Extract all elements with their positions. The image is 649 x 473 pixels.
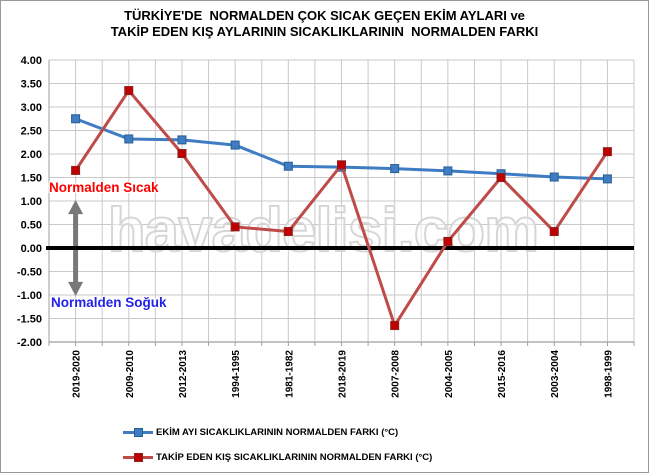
legend-item-october: EKİM AYI SICAKLIKLARININ NORMALDEN FARKI… — [123, 420, 432, 445]
y-axis-tick-label: -1.50 — [17, 314, 42, 326]
y-axis-tick-label: 0.00 — [21, 243, 42, 255]
data-point-marker — [177, 149, 187, 159]
data-point-marker — [283, 161, 293, 171]
x-axis-category-label: 2003-2004 — [550, 350, 561, 398]
x-axis-category-label: 1998-1999 — [603, 350, 614, 398]
x-axis-category-label: 1981-1982 — [284, 350, 295, 398]
chart-series-layer — [46, 86, 634, 331]
x-axis-category-label: 2007-2008 — [391, 350, 402, 398]
gridlines-and-axes: -2.00 -1.50 -1.00 -0.50 0.00 0.50 1.00 1.50 2.00… — [17, 55, 635, 398]
data-point-marker — [390, 164, 400, 174]
y-axis-tick-label: 2.50 — [21, 126, 42, 138]
y-axis-tick-label: 2.00 — [21, 149, 42, 161]
legend: EKİM AYI SICAKLIKLARININ NORMALDEN FARKI… — [123, 420, 432, 470]
data-point-marker — [177, 135, 187, 145]
x-axis-category-label: 2012-2013 — [178, 350, 189, 398]
legend-marker-october-icon — [123, 428, 153, 437]
y-axis-tick-label: 3.00 — [21, 102, 42, 114]
data-point-marker — [443, 166, 453, 176]
x-axis-category-label: 2009-2010 — [125, 350, 136, 398]
chart-title: TÜRKİYE'DE NORMALDEN ÇOK SICAK GEÇEN EKİ… — [1, 8, 648, 40]
data-point-marker — [549, 172, 559, 182]
x-axis-category-label: 2018-2019 — [338, 350, 349, 398]
y-axis-tick-label: 3.50 — [21, 79, 42, 91]
y-axis-tick-label: -0.50 — [17, 267, 42, 279]
x-axis-category-label: 2015-2016 — [497, 350, 508, 398]
legend-label-october: EKİM AYI SICAKLIKLARININ NORMALDEN FARKI… — [156, 427, 399, 438]
legend-item-winter: TAKİP EDEN KIŞ SICAKLIKLARININ NORMALDEN… — [123, 445, 432, 470]
data-point-marker — [390, 321, 400, 331]
data-point-marker — [71, 114, 81, 124]
data-point-marker — [602, 174, 612, 184]
annotation-below-normal: Normalden Soğuk — [51, 295, 167, 310]
data-point-marker — [602, 147, 612, 157]
data-point-marker — [124, 86, 134, 96]
data-point-marker — [283, 227, 293, 237]
y-axis-tick-label: 1.00 — [21, 196, 42, 208]
data-point-marker — [496, 173, 506, 182]
data-point-marker — [443, 236, 453, 246]
data-point-marker — [71, 165, 81, 175]
x-axis-category-label: 1994-1995 — [231, 350, 242, 398]
data-point-marker — [230, 140, 240, 150]
x-axis-category-label: 2019-2020 — [72, 350, 83, 398]
annotation-above-normal: Normalden Sıcak — [49, 180, 159, 195]
series-winter — [71, 86, 612, 331]
y-axis-tick-label: 4.00 — [21, 55, 42, 67]
legend-label-winter: TAKİP EDEN KIŞ SICAKLIKLARININ NORMALDEN… — [156, 452, 433, 463]
data-point-marker — [337, 160, 346, 170]
y-axis-tick-label: 1.50 — [21, 173, 42, 185]
y-axis-tick-label: -1.00 — [17, 290, 42, 302]
chart-title-line1: TÜRKİYE'DE NORMALDEN ÇOK SICAK GEÇEN EKİ… — [124, 8, 525, 23]
watermark-text: havadelisi.com — [108, 196, 539, 265]
y-axis-tick-label: 0.50 — [21, 220, 42, 232]
chart-title-line2: TAKİP EDEN KIŞ AYLARININ SICAKLIKLARININ… — [110, 24, 539, 39]
legend-marker-winter-icon — [123, 453, 153, 462]
x-axis-category-label: 2004-2005 — [444, 350, 455, 398]
data-point-marker — [230, 222, 240, 232]
y-axis-tick-label: -2.00 — [17, 337, 42, 349]
data-point-marker — [549, 227, 559, 237]
data-point-marker — [124, 134, 134, 144]
